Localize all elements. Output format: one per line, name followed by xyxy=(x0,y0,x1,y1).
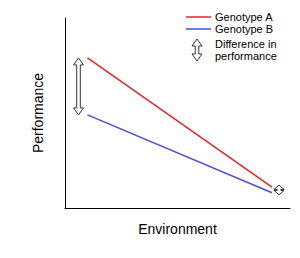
svg-text:Difference in: Difference in xyxy=(215,38,277,50)
svg-text:Performance: Performance xyxy=(30,73,46,153)
svg-text:Environment: Environment xyxy=(138,221,217,237)
svg-text:Genotype B: Genotype B xyxy=(215,23,273,35)
svg-text:performance: performance xyxy=(215,50,277,62)
svg-text:Genotype A: Genotype A xyxy=(215,11,273,23)
